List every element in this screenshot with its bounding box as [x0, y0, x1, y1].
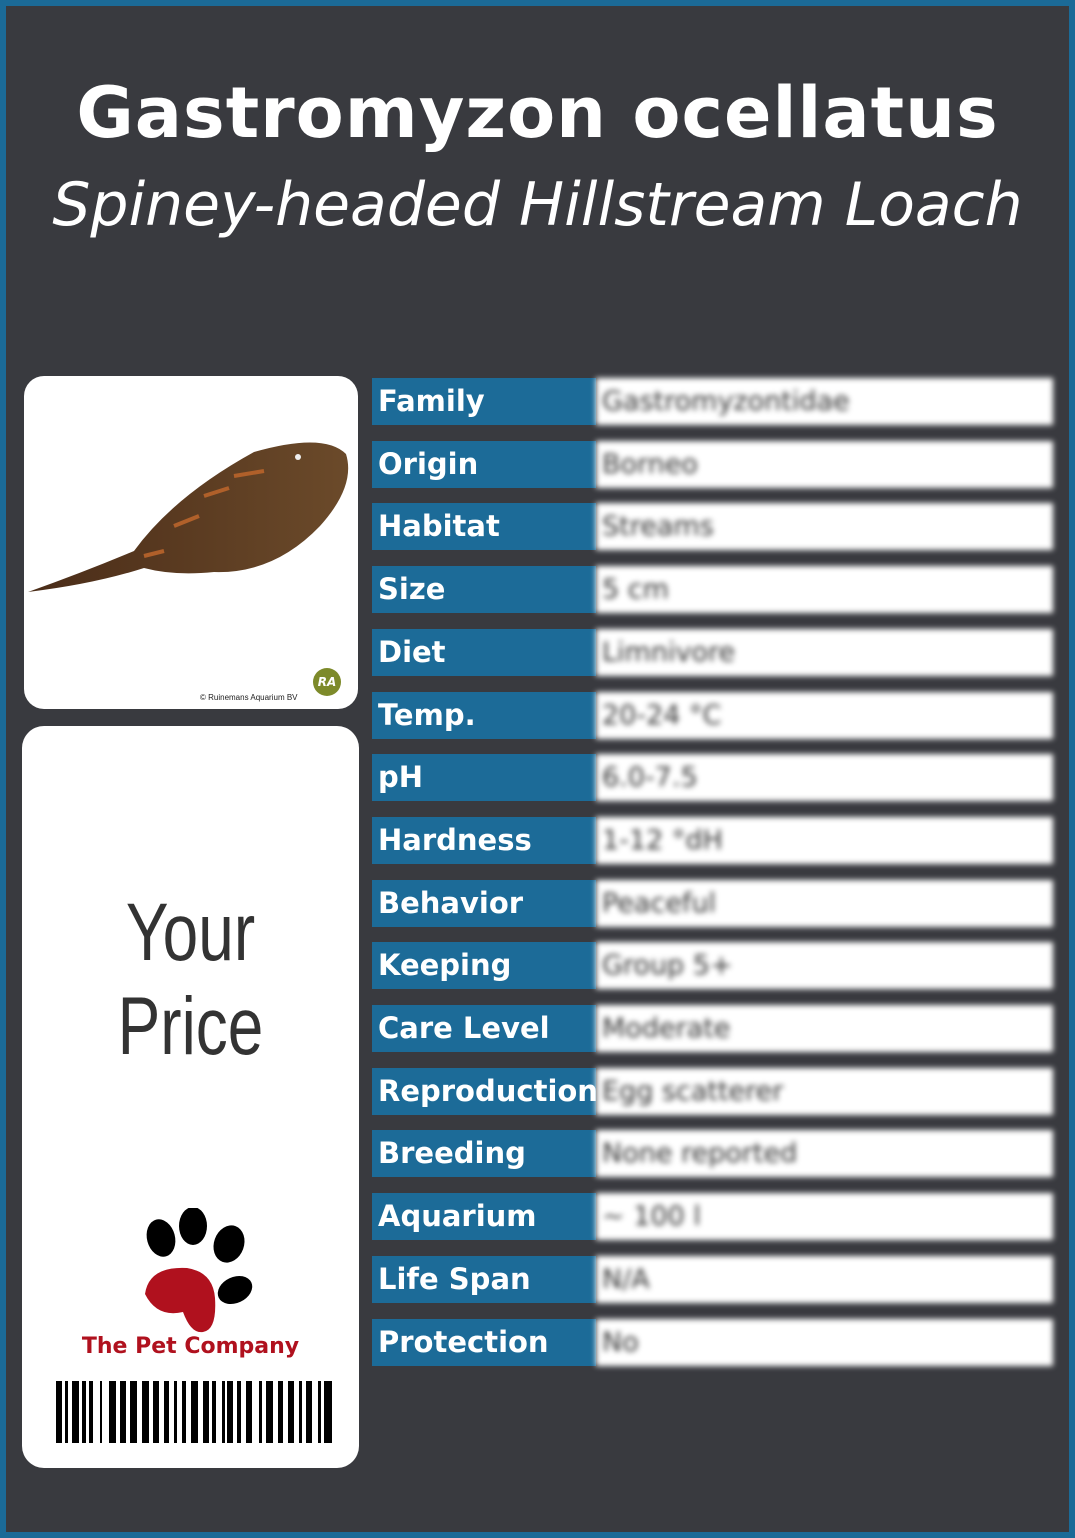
fact-value: 20-24 °C — [596, 691, 1053, 739]
fact-row-reproduction: Reproduction Egg scatterer — [372, 1067, 1053, 1115]
fact-value: Limnivore — [596, 628, 1053, 676]
barcode-bar — [306, 1381, 312, 1443]
barcode-bar — [278, 1381, 283, 1443]
fact-row-habitat: Habitat Streams — [372, 503, 1053, 551]
barcode-bar — [142, 1381, 149, 1443]
fact-value: N/A — [596, 1255, 1053, 1303]
barcode-bar — [182, 1381, 186, 1443]
barcode-bar — [324, 1381, 332, 1443]
fact-row-ph: pH 6.0-7.5 — [372, 754, 1053, 802]
barcode-bar — [56, 1381, 62, 1443]
fact-label: Care Level — [372, 1005, 596, 1052]
fact-row-diet: Diet Limnivore — [372, 628, 1053, 676]
brand-name: The Pet Company — [81, 1334, 300, 1359]
fact-label: Size — [372, 566, 596, 614]
fact-label: Hardness — [372, 816, 596, 864]
fact-value: Gastromyzontidae — [596, 378, 1053, 425]
fact-value: Group 5+ — [596, 942, 1053, 990]
fact-label: Diet — [372, 628, 596, 676]
price-label: Your Price — [117, 887, 264, 1072]
fact-row-origin: Origin Borneo — [372, 440, 1053, 488]
barcode-bar — [266, 1381, 273, 1443]
fact-row-behavior: Behavior Peaceful — [372, 879, 1053, 927]
fact-label: Habitat — [372, 503, 596, 551]
fact-label: Aquarium — [372, 1193, 596, 1241]
fact-label: Protection — [372, 1318, 596, 1366]
barcode-bar — [222, 1381, 225, 1443]
fact-row-family: Family Gastromyzontidae — [372, 378, 1053, 425]
fact-value: Streams — [596, 503, 1053, 551]
fact-value: 6.0-7.5 — [596, 754, 1053, 802]
fact-row-protection: Protection No — [372, 1318, 1053, 1366]
fact-value: 1-12 °dH — [596, 816, 1053, 864]
barcode-bar — [318, 1381, 321, 1443]
barcode-bar — [237, 1381, 241, 1443]
fact-label: Keeping — [372, 942, 596, 990]
barcode — [56, 1381, 332, 1443]
species-title: Gastromyzon ocellatus — [76, 72, 999, 154]
barcode-bar — [120, 1381, 126, 1443]
barcode-bar — [130, 1381, 137, 1443]
barcode-bar — [259, 1381, 262, 1443]
fact-value: Egg scatterer — [596, 1067, 1053, 1115]
fact-value: 5 cm — [596, 566, 1053, 614]
barcode-bar — [227, 1381, 233, 1443]
barcode-bar — [109, 1381, 116, 1443]
fish-image — [28, 442, 349, 592]
fact-label: Life Span — [372, 1255, 596, 1303]
barcode-bar — [299, 1381, 302, 1443]
fact-label: Behavior — [372, 879, 596, 927]
fact-label: Temp. — [372, 691, 596, 739]
fact-row-keeping: Keeping Group 5+ — [372, 942, 1053, 990]
price-card: Your Price The Pet Company — [22, 726, 359, 1468]
fact-value: None reported — [596, 1130, 1053, 1178]
fish-image-card: RA © Ruinemans Aquarium BV — [24, 376, 358, 709]
fact-value: ~ 100 l — [596, 1193, 1053, 1241]
common-name: Spiney-headed Hillstream Loach — [52, 170, 1023, 240]
barcode-bar — [65, 1381, 68, 1443]
fact-value: No — [596, 1318, 1053, 1366]
paw-logo-icon — [145, 1208, 253, 1333]
barcode-bar — [164, 1381, 169, 1443]
barcode-bar — [212, 1381, 216, 1443]
barcode-bar — [203, 1381, 209, 1443]
barcode-bar — [246, 1381, 252, 1443]
fact-label: Origin — [372, 440, 596, 488]
barcode-bar — [191, 1381, 198, 1443]
fact-label: pH — [372, 754, 596, 802]
barcode-bar — [100, 1381, 102, 1443]
fact-value: Peaceful — [596, 879, 1053, 927]
fact-label: Breeding — [372, 1130, 596, 1178]
barcode-bar — [174, 1381, 177, 1443]
fact-row-breeding: Breeding None reported — [372, 1130, 1053, 1178]
image-copyright: © Ruinemans Aquarium BV — [200, 693, 298, 702]
barcode-bar — [82, 1381, 86, 1443]
fact-value: Moderate — [596, 1005, 1053, 1052]
fact-row-hardness: Hardness 1-12 °dH — [372, 816, 1053, 864]
fact-row-aquarium: Aquarium ~ 100 l — [372, 1193, 1053, 1241]
barcode-bar — [72, 1381, 79, 1443]
fact-row-life-span: Life Span N/A — [372, 1255, 1053, 1303]
barcode-bar — [288, 1381, 294, 1443]
barcode-bar — [89, 1381, 93, 1443]
fact-row-temp: Temp. 20-24 °C — [372, 691, 1053, 739]
ruinemans-logo: RA — [313, 668, 341, 696]
fact-label: Reproduction — [372, 1067, 598, 1115]
fact-value: Borneo — [596, 440, 1053, 488]
fact-label: Family — [372, 378, 596, 425]
fact-row-care-level: Care Level Moderate — [372, 1005, 1053, 1052]
fact-row-size: Size 5 cm — [372, 566, 1053, 614]
barcode-bar — [153, 1381, 159, 1443]
